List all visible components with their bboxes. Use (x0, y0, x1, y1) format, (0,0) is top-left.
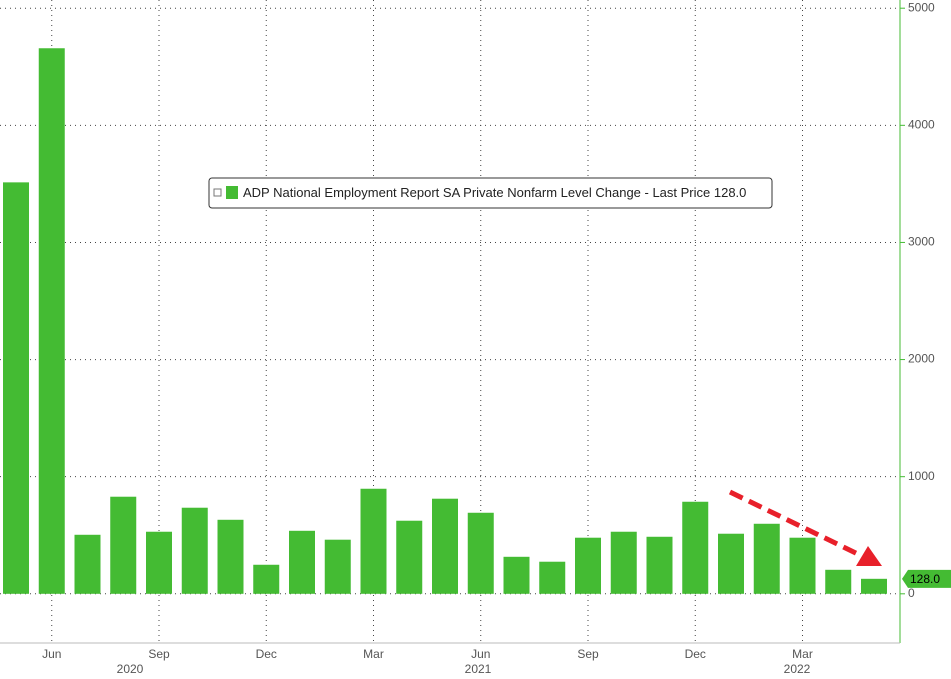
bars (3, 48, 887, 594)
legend-text: ADP National Employment Report SA Privat… (243, 185, 746, 200)
y-tick-label: 3000 (908, 235, 935, 249)
bar (646, 536, 673, 594)
x-tick-label: Jun (42, 647, 61, 661)
bar (789, 537, 816, 594)
bar (432, 498, 458, 594)
bar (360, 488, 387, 594)
legend-swatch (226, 186, 238, 199)
year-label: 2021 (465, 662, 492, 676)
x-tick-label: Mar (792, 647, 813, 661)
bar (467, 512, 494, 594)
bar (610, 531, 637, 594)
bar (3, 182, 29, 594)
bar (575, 537, 601, 594)
arrow-line (728, 489, 864, 559)
arrow-head (856, 546, 882, 566)
legend: ADP National Employment Report SA Privat… (208, 177, 773, 209)
x-tick-label: Sep (148, 647, 170, 661)
bar (217, 519, 244, 594)
trend-arrow (728, 489, 882, 566)
bar (38, 48, 65, 594)
labels: 0 1000 2000 3000 4000 5000 Jun Sep Dec Mar Jun Sep D… (42, 0, 951, 676)
bar (718, 533, 744, 594)
bar (682, 501, 709, 594)
y-tick-label: 0 (908, 586, 915, 600)
bar (539, 561, 566, 594)
bar (324, 539, 351, 594)
bar (74, 534, 101, 594)
bar (825, 569, 852, 594)
legend-box (208, 177, 773, 209)
y-tick-label: 1000 (908, 469, 935, 483)
bar (253, 564, 280, 594)
bar (861, 578, 887, 594)
bar (503, 556, 530, 594)
y-tick-label: 5000 (908, 0, 935, 14)
last-price-tag (902, 569, 951, 588)
bar (753, 523, 780, 594)
bar (146, 531, 172, 594)
bar (396, 520, 423, 594)
y-tick-label: 2000 (908, 352, 935, 366)
legend-toggle[interactable] (213, 188, 222, 197)
bar (289, 530, 315, 594)
x-tick-label: Sep (577, 647, 599, 661)
x-tick-label: Jun (471, 647, 490, 661)
x-tick-label: Mar (363, 647, 384, 661)
bar (110, 496, 137, 594)
year-label: 2020 (117, 662, 144, 676)
x-tick-label: Dec (685, 647, 706, 661)
last-price-label: 128.0 (910, 572, 940, 586)
y-tick-label: 4000 (908, 117, 935, 131)
bar (181, 507, 208, 594)
x-tick-label: Dec (256, 647, 277, 661)
year-label: 2022 (784, 662, 811, 676)
